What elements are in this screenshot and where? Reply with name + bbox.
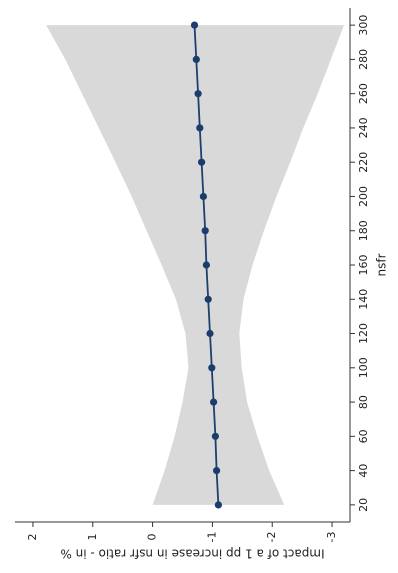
- plot-area: [46, 21, 344, 509]
- data-point: [190, 21, 199, 29]
- x-tick-label: 80: [357, 395, 370, 409]
- y-tick-label: -2: [265, 532, 278, 543]
- data-point: [214, 501, 222, 509]
- data-point: [206, 329, 214, 338]
- x-axis-label: nsfr: [375, 253, 389, 276]
- data-point: [213, 467, 221, 475]
- y-tick-label: 2: [26, 534, 39, 541]
- x-tick-label: 40: [357, 464, 370, 478]
- data-point: [194, 90, 202, 98]
- data-point: [198, 158, 206, 166]
- data-point: [202, 261, 210, 269]
- x-tick-label: 200: [357, 186, 370, 207]
- x-tick-label: 20: [357, 498, 370, 512]
- data-point: [192, 55, 200, 64]
- x-tick-label: 180: [357, 220, 370, 241]
- confidence-band: [46, 25, 344, 505]
- x-tick-label: 220: [357, 152, 370, 173]
- y-tick-label: -3: [325, 532, 338, 543]
- y-axis-label: Impact of a 1 pp increase in nsfr ratio …: [60, 547, 324, 561]
- x-tick-label: 100: [357, 357, 370, 378]
- y-axis-ticks: 2 1 0 -1 -2 -3: [26, 522, 338, 542]
- x-tick-label: 280: [357, 49, 370, 70]
- y-tick-label: -1: [205, 532, 218, 543]
- data-point: [210, 398, 218, 406]
- data-point: [208, 364, 216, 372]
- data-point: [201, 227, 209, 235]
- x-tick-label: 260: [357, 83, 370, 104]
- x-tick-label: 300: [357, 15, 370, 36]
- x-tick-label: 140: [357, 289, 370, 310]
- y-tick-label: 1: [86, 534, 99, 541]
- y-tick-label: 0: [146, 534, 159, 541]
- x-tick-label: 60: [357, 429, 370, 443]
- series-markers: [190, 21, 222, 509]
- x-tick-label: 120: [357, 323, 370, 344]
- data-point: [199, 192, 207, 201]
- data-point: [204, 295, 212, 303]
- x-axis-ticks: 20 40 60 80 100 120 140 160 180 200 220 240 260 280 30…: [350, 15, 370, 512]
- data-point: [211, 432, 219, 440]
- x-tick-label: 160: [357, 255, 370, 276]
- x-tick-label: 240: [357, 117, 370, 138]
- data-point: [196, 124, 204, 132]
